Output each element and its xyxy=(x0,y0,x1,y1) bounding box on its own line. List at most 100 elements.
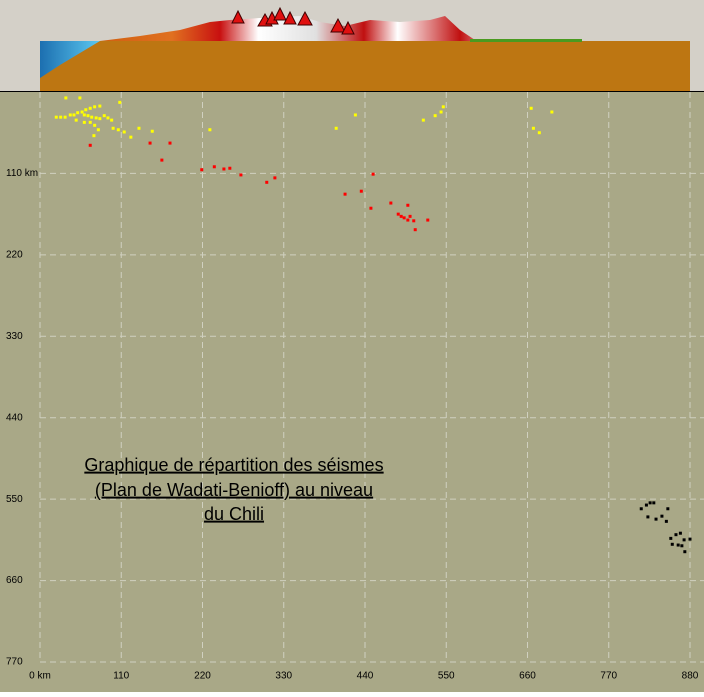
y-tick-label: 770 xyxy=(6,657,23,668)
point xyxy=(76,111,80,115)
point xyxy=(664,519,668,523)
point xyxy=(678,531,682,535)
point xyxy=(654,517,658,521)
point xyxy=(228,166,232,170)
point xyxy=(371,172,375,176)
point xyxy=(122,130,126,134)
point xyxy=(222,167,226,171)
point xyxy=(96,128,100,132)
x-tick-label: 440 xyxy=(357,671,374,682)
point xyxy=(148,141,152,145)
point xyxy=(369,206,373,210)
point xyxy=(439,110,443,114)
point xyxy=(680,544,684,548)
annotation-line: Graphique de répartition des séismes xyxy=(84,455,383,475)
x-tick-label: 770 xyxy=(600,671,617,682)
vegetation xyxy=(470,39,582,42)
point xyxy=(208,128,212,132)
x-tick-label: 220 xyxy=(194,671,211,682)
x-tick-label: 880 xyxy=(682,671,699,682)
point xyxy=(408,214,412,218)
point xyxy=(54,115,58,119)
point xyxy=(273,176,277,180)
point xyxy=(63,115,67,119)
point xyxy=(98,117,102,121)
point xyxy=(406,203,410,207)
series xyxy=(639,501,692,554)
plot-background xyxy=(0,92,704,692)
point xyxy=(413,228,417,232)
point xyxy=(426,218,430,222)
point xyxy=(683,550,687,554)
point xyxy=(666,507,670,511)
point xyxy=(116,128,120,132)
point xyxy=(88,120,92,124)
point xyxy=(396,212,400,216)
point xyxy=(84,108,88,112)
point xyxy=(334,126,338,130)
point xyxy=(389,201,393,205)
y-tick-label: 330 xyxy=(6,331,23,342)
point xyxy=(82,113,86,117)
point xyxy=(59,115,63,119)
point xyxy=(93,105,97,109)
point xyxy=(648,501,652,505)
point xyxy=(402,216,406,220)
x-tick-label: 330 xyxy=(275,671,292,682)
point xyxy=(68,113,72,117)
point xyxy=(88,106,92,110)
point xyxy=(412,219,416,223)
terrain-profile xyxy=(40,6,690,91)
annotation-line: du Chili xyxy=(204,504,264,524)
point xyxy=(353,113,357,117)
point xyxy=(421,118,425,122)
point xyxy=(64,96,68,100)
point xyxy=(88,143,92,147)
point xyxy=(406,218,410,222)
point xyxy=(118,100,122,104)
point xyxy=(343,192,347,196)
y-tick-label: 440 xyxy=(6,412,23,423)
point xyxy=(670,542,674,546)
y-tick-label: 220 xyxy=(6,249,23,260)
x-tick-label: 550 xyxy=(438,671,455,682)
ocean xyxy=(40,41,100,78)
point xyxy=(669,536,673,540)
point xyxy=(239,173,243,177)
point xyxy=(212,165,216,169)
point xyxy=(93,123,97,127)
point xyxy=(639,507,643,511)
point xyxy=(110,118,114,122)
point xyxy=(137,126,141,130)
point xyxy=(168,141,172,145)
point xyxy=(80,110,84,114)
annotation-line: (Plan de Wadati-Benioff) au niveau xyxy=(95,480,373,500)
point xyxy=(106,116,110,120)
point xyxy=(674,533,678,537)
point xyxy=(160,158,164,162)
point xyxy=(102,114,106,118)
point xyxy=(441,105,445,109)
volcanoes xyxy=(231,6,355,35)
point xyxy=(646,515,650,519)
point xyxy=(94,116,98,120)
y-tick-label: 660 xyxy=(6,575,23,586)
point xyxy=(644,503,648,507)
point xyxy=(86,114,90,118)
point xyxy=(265,180,269,184)
point xyxy=(98,104,102,108)
point xyxy=(531,126,535,130)
point xyxy=(90,115,94,119)
point xyxy=(82,120,86,124)
point xyxy=(78,96,82,100)
point xyxy=(359,189,363,193)
y-tick-label: 110 km xyxy=(6,168,38,179)
point xyxy=(129,135,133,139)
point xyxy=(399,214,403,218)
point xyxy=(74,118,78,122)
point xyxy=(529,106,533,110)
x-tick-label: 110 xyxy=(113,671,129,682)
point xyxy=(688,537,692,541)
series xyxy=(54,96,554,139)
